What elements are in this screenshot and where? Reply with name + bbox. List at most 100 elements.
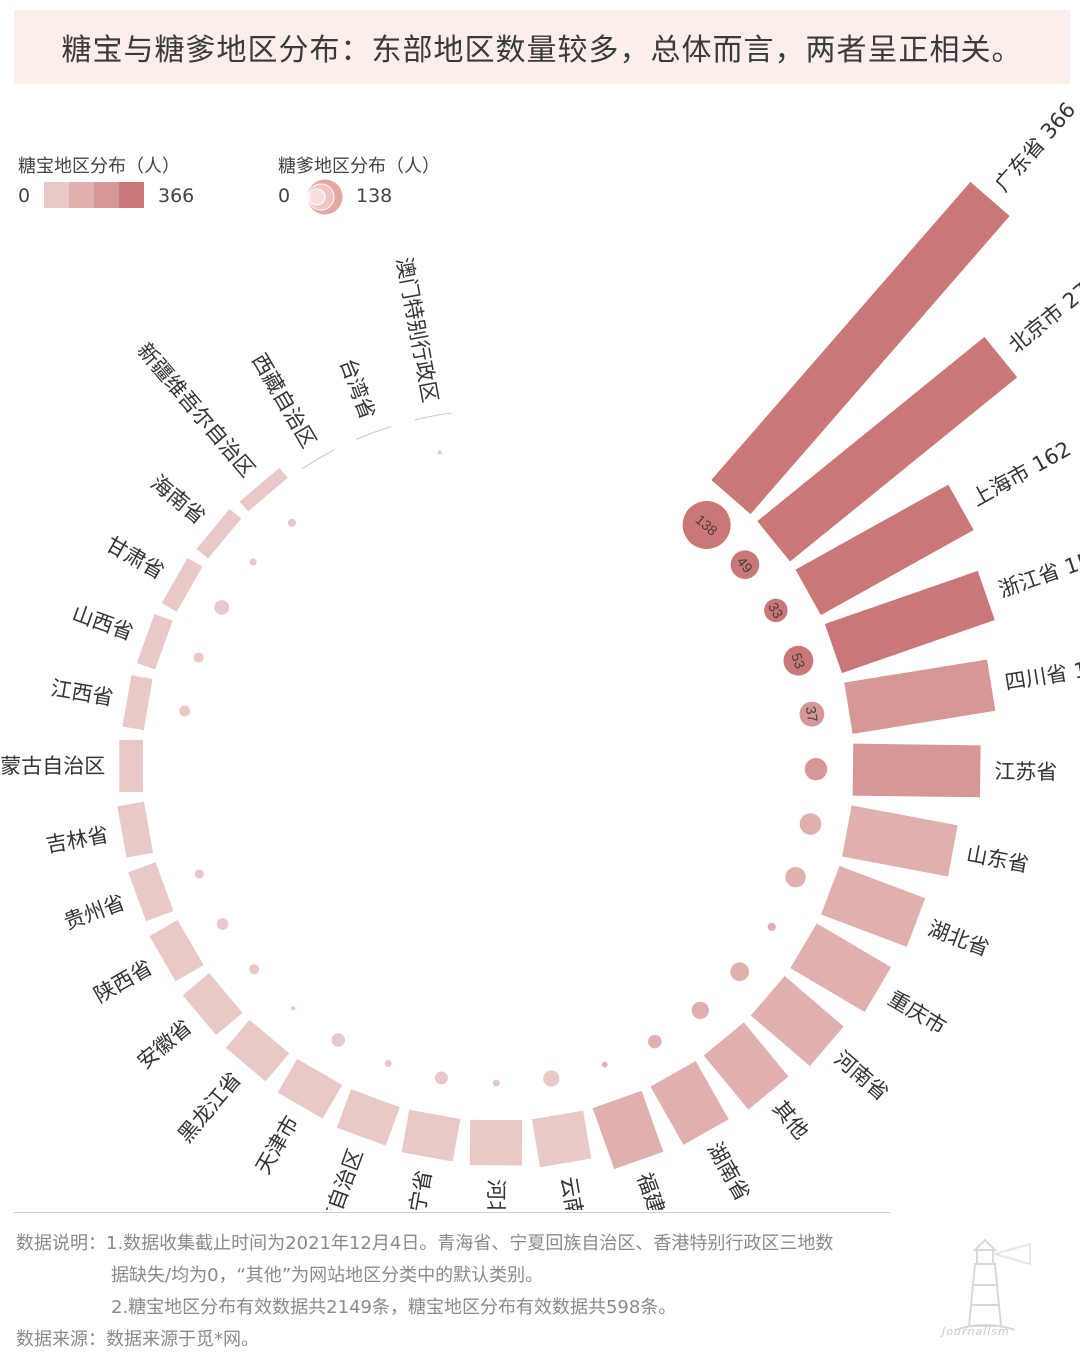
- bubble: [194, 869, 204, 879]
- bar: [277, 1058, 343, 1119]
- bar: [414, 412, 452, 421]
- category-label: 河北省: [484, 1179, 508, 1210]
- notes-label: 数据说明：: [16, 1233, 106, 1254]
- category-label: 四川省 134: [1003, 653, 1080, 694]
- category-label: 辽宁省: [402, 1168, 437, 1210]
- category-label: 北京市 271: [1004, 270, 1080, 358]
- bar: [750, 976, 844, 1067]
- bubble: [434, 1071, 448, 1085]
- bar: [790, 923, 892, 1013]
- bar: [356, 425, 392, 440]
- bar: [711, 181, 1010, 515]
- category-label: 黑龙江省: [173, 1068, 245, 1148]
- bar: [301, 449, 335, 470]
- category-label: 河南省: [830, 1046, 893, 1105]
- bubble-legend-min: 0: [278, 185, 291, 207]
- bar: [469, 1119, 523, 1166]
- bar-legend-max: 366: [158, 185, 195, 207]
- bar: [239, 467, 288, 512]
- bar: [795, 484, 974, 616]
- category-label: 湖北省: [925, 916, 992, 961]
- bubble-value-label: 37: [803, 705, 821, 723]
- category-label: 山东省: [964, 842, 1030, 877]
- bubble: [767, 922, 776, 931]
- category-label: 山西省: [69, 601, 136, 645]
- bubble: [179, 705, 191, 717]
- bar: [161, 557, 203, 612]
- category-label: 重庆市: [884, 986, 950, 1039]
- bubble: [249, 964, 260, 975]
- bubble: [193, 652, 204, 663]
- chart-title: 糖宝与糖爹地区分布：东部地区数量较多，总体而言，两者呈正相关。: [61, 33, 1023, 68]
- bubble: [804, 757, 828, 781]
- notes-line2: 据缺失/均为0，“其他”为网站地区分类中的默认类别。: [111, 1265, 544, 1286]
- bar: [531, 1110, 592, 1168]
- bar: [852, 743, 981, 798]
- bubble: [682, 501, 731, 550]
- bubble: [601, 1061, 608, 1068]
- bubble-legend-circle: [308, 188, 326, 206]
- bar-legend-swatches: [44, 182, 144, 208]
- bubble: [543, 1070, 560, 1087]
- category-label: 吉林省: [44, 823, 110, 858]
- bubble-legend-max: 138: [356, 185, 393, 207]
- category-label: 贵州省: [61, 890, 128, 934]
- category-label: 福建省: [632, 1170, 676, 1210]
- bar: [225, 1019, 290, 1082]
- notes-line3: 2.糖宝地区分布有效数据共2149条，糖宝地区分布有效数据共598条。: [111, 1297, 677, 1318]
- category-label: 浙江省 150: [996, 544, 1080, 603]
- category-label: 天津市: [251, 1112, 303, 1179]
- category-label: 新疆维吾尔自治区: [132, 338, 259, 481]
- bar: [821, 865, 926, 947]
- bar: [703, 1022, 789, 1110]
- bubble: [730, 550, 760, 579]
- bar: [401, 1109, 461, 1162]
- bar: [757, 336, 1018, 562]
- bubble-legend-circles: [306, 178, 344, 216]
- bubble: [799, 813, 822, 835]
- category-label: 内蒙古自治区: [0, 754, 105, 778]
- bar: [842, 805, 958, 877]
- lighthouse-logo-icon: [954, 1238, 1031, 1331]
- bubble: [384, 1059, 392, 1067]
- category-label: 广西壮族自治区: [294, 1146, 367, 1210]
- category-label: 其他: [768, 1096, 813, 1144]
- bubble: [287, 518, 296, 527]
- source-label: 数据来源：: [16, 1329, 106, 1350]
- bubble: [764, 598, 788, 623]
- bubble: [691, 1001, 709, 1020]
- bar: [592, 1090, 664, 1170]
- bubble: [214, 600, 230, 615]
- bar: [844, 659, 996, 734]
- category-label: 湖南省: [703, 1138, 755, 1205]
- bubble: [648, 1034, 662, 1049]
- bar-legend-title: 糖宝地区分布（人）: [18, 156, 180, 177]
- bubble: [785, 866, 806, 888]
- bar-series: [117, 181, 1018, 1170]
- bar: [122, 675, 153, 731]
- logo-text: Journalism: [942, 1325, 1010, 1338]
- bar: [196, 508, 242, 559]
- bar: [128, 862, 174, 922]
- bar: [650, 1061, 729, 1145]
- bar-legend-swatch: [94, 182, 119, 208]
- category-label: 江苏省: [994, 759, 1057, 784]
- bubble: [799, 701, 825, 727]
- bar: [136, 614, 173, 670]
- category-label: 澳门特别行政区: [392, 256, 443, 405]
- bar: [336, 1089, 400, 1146]
- category-label: 陕西省: [90, 955, 157, 1007]
- bubble: [730, 962, 749, 982]
- category-label: 安徽省: [133, 1015, 197, 1074]
- category-label: 海南省: [146, 470, 210, 529]
- bubble: [331, 1033, 346, 1047]
- source-text: 数据来源于觅*网。: [106, 1329, 259, 1350]
- bubble: [291, 1006, 296, 1011]
- bar: [117, 801, 154, 858]
- bubble-legend-title: 糖爹地区分布（人）: [278, 156, 440, 177]
- bar-legend-min: 0: [18, 185, 31, 207]
- notes: 数据说明：1.数据收集截止时间为2021年12月4日。青海省、宁夏回族自治区、香…: [16, 1228, 833, 1356]
- category-label: 西藏自治区: [247, 349, 321, 452]
- category-label: 广东省 366: [990, 98, 1080, 197]
- bubble-value-label: 53: [788, 651, 808, 671]
